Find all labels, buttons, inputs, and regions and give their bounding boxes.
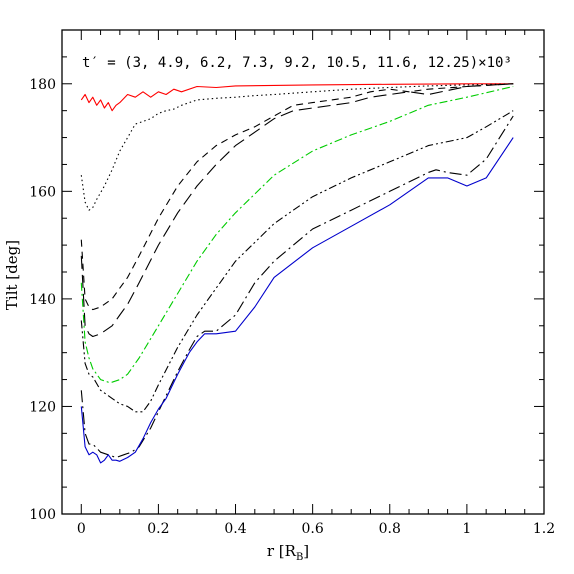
y-tick-label: 140 — [29, 292, 56, 308]
axis-ticks — [62, 29, 545, 515]
x-tick-label: 0.6 — [302, 521, 324, 537]
series-line-7 — [80, 115, 514, 459]
y-tick-label: 180 — [29, 77, 56, 93]
series-line-3 — [80, 83, 514, 311]
x-tick-label: 1.2 — [533, 521, 555, 537]
series-line-8 — [80, 137, 514, 464]
series-line-4 — [80, 83, 514, 338]
x-tick-label: 0 — [77, 521, 86, 537]
x-tick-label: 0.4 — [224, 521, 246, 537]
series-line-2 — [80, 83, 514, 211]
x-tick-label: 0.2 — [147, 521, 169, 537]
series-layer — [80, 83, 514, 464]
x-tick-label: 0.8 — [379, 521, 401, 537]
y-tick-label: 100 — [29, 507, 56, 523]
plot-border — [61, 29, 545, 515]
series-line-1 — [80, 83, 514, 112]
axis-tick-labels: 0 0.2 0.4 0.6 0.8 1 1.2 100 120 140 160 180 — [29, 77, 555, 537]
time-annotation: t′ = (3, 4.9, 6.2, 7.3, 9.2, 10.5, 11.6,… — [82, 55, 512, 71]
y-axis-label: Tilt [deg] — [3, 240, 21, 310]
series-line-5 — [80, 85, 514, 383]
y-tick-label: 160 — [29, 184, 56, 200]
x-axis-label: r [RB] — [267, 542, 309, 563]
x-tick-label: 1 — [462, 521, 471, 537]
plot-frame — [61, 29, 545, 515]
series-line-6 — [80, 110, 514, 413]
y-tick-label: 120 — [29, 399, 56, 415]
